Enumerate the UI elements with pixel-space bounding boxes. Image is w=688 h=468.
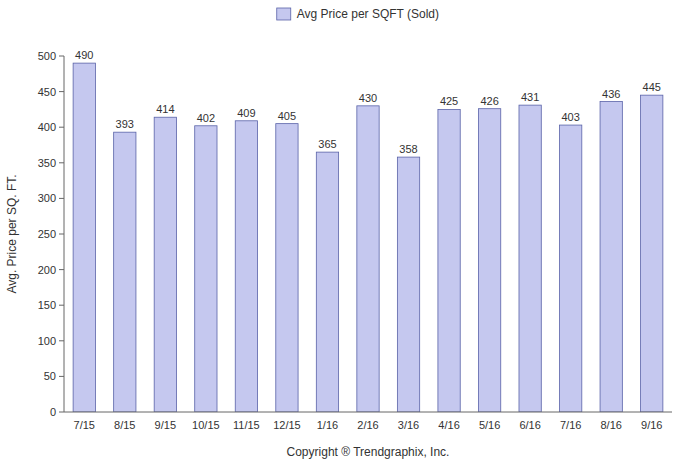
- y-tick: [59, 269, 64, 270]
- data-label: 414: [156, 103, 174, 115]
- data-label: 490: [75, 49, 93, 61]
- bar: [276, 124, 298, 412]
- data-label: 436: [602, 88, 620, 100]
- x-tick-label: 9/15: [155, 419, 176, 431]
- y-tick: [59, 234, 64, 235]
- y-tick: [59, 198, 64, 199]
- legend-swatch: [277, 8, 291, 20]
- bar: [316, 152, 338, 412]
- y-tick-label: 500: [38, 50, 56, 62]
- x-tick-label: 4/16: [438, 419, 459, 431]
- bar: [235, 121, 257, 412]
- x-tick-label: 8/15: [114, 419, 135, 431]
- y-tick-label: 300: [38, 192, 56, 204]
- x-axis-line: [64, 412, 672, 413]
- y-tick-label: 250: [38, 228, 56, 240]
- x-tick-label: 9/16: [641, 419, 662, 431]
- data-label: 402: [197, 112, 215, 124]
- data-label: 431: [521, 91, 539, 103]
- y-tick: [59, 127, 64, 128]
- y-tick-label: 0: [50, 406, 56, 418]
- bar: [154, 117, 176, 412]
- bar: [438, 109, 460, 412]
- bar: [641, 95, 663, 412]
- bar: [600, 102, 622, 412]
- x-tick-label: 6/16: [519, 419, 540, 431]
- chart: 490 393 414 402 409 405 365 430 358 425 426 431 403 4…: [0, 0, 688, 468]
- y-tick-label: 350: [38, 157, 56, 169]
- y-tick-label: 200: [38, 264, 56, 276]
- y-tick: [59, 162, 64, 163]
- y-tick-label: 50: [44, 370, 56, 382]
- x-tick-label: 2/16: [357, 419, 378, 431]
- y-tick: [59, 376, 64, 377]
- x-tick-label: 10/15: [192, 419, 220, 431]
- x-tick-label: 3/16: [398, 419, 419, 431]
- y-tick: [59, 56, 64, 57]
- bar: [478, 109, 500, 412]
- data-label: 409: [237, 107, 255, 119]
- x-tick-label: 11/15: [233, 419, 260, 431]
- data-label: 430: [359, 92, 377, 104]
- x-tick-label: 7/15: [74, 419, 95, 431]
- x-tick-label: 5/16: [479, 419, 500, 431]
- data-label: 405: [278, 110, 296, 122]
- data-label: 445: [643, 81, 661, 93]
- x-tick-label: 7/16: [560, 419, 581, 431]
- bar: [114, 132, 136, 412]
- y-tick-label: 450: [38, 86, 56, 98]
- y-tick-label: 100: [38, 335, 56, 347]
- data-label: 393: [116, 118, 134, 130]
- y-tick: [59, 305, 64, 306]
- y-tick-label: 150: [38, 299, 56, 311]
- x-axis-label: Copyright ® Trendgraphix, Inc.: [287, 445, 450, 459]
- y-tick: [59, 340, 64, 341]
- bars: [73, 63, 663, 412]
- x-tick-label: 8/16: [600, 419, 621, 431]
- y-tick-label: 400: [38, 121, 56, 133]
- data-label: 425: [440, 95, 458, 107]
- data-label: 358: [399, 143, 417, 155]
- y-tick: [59, 412, 64, 413]
- legend-label: Avg Price per SQFT (Sold): [297, 7, 439, 21]
- bar: [195, 126, 217, 412]
- bar: [357, 106, 379, 412]
- bar: [519, 105, 541, 412]
- data-label: 426: [480, 95, 498, 107]
- x-tick-label: 1/16: [317, 419, 338, 431]
- data-label: 365: [318, 138, 336, 150]
- legend: Avg Price per SQFT (Sold): [277, 7, 439, 21]
- x-tick-label: 12/15: [273, 419, 301, 431]
- data-label: 403: [561, 111, 579, 123]
- bar: [397, 157, 419, 412]
- bar: [560, 125, 582, 412]
- y-tick: [59, 91, 64, 92]
- y-axis-label: Avg. Price per SQ. FT.: [5, 174, 19, 293]
- bar: [73, 63, 95, 412]
